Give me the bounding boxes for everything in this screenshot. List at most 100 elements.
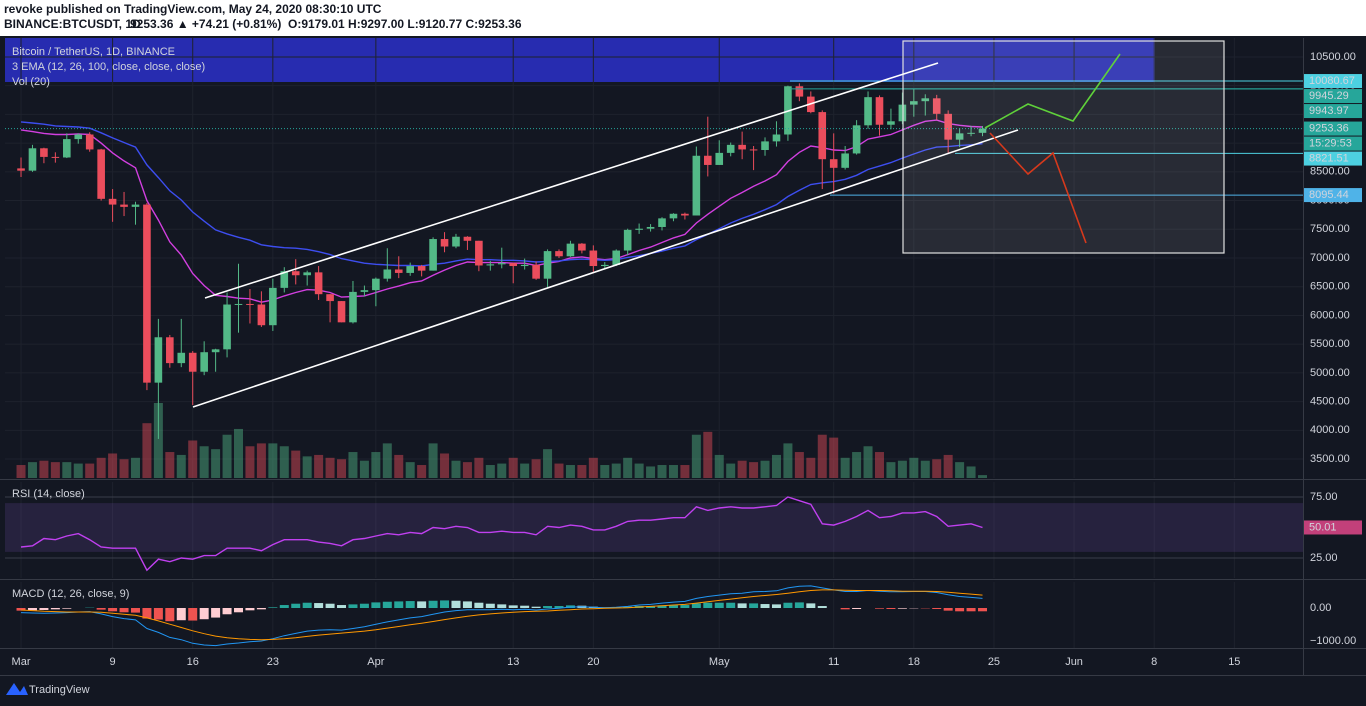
candle-body — [188, 352, 197, 372]
volume-bar — [394, 454, 404, 478]
candle-body — [200, 352, 208, 372]
bull-projection — [984, 53, 1121, 129]
y-tick-label: 6000.00 — [1310, 309, 1350, 321]
volume-label: Vol (20) — [12, 76, 50, 88]
y-tick-label: 4500.00 — [1310, 396, 1350, 408]
candle-body — [887, 121, 895, 125]
candle-body — [223, 304, 231, 350]
volume-bar — [39, 460, 49, 478]
candle-body — [772, 134, 781, 142]
macd-hist — [783, 602, 793, 609]
y-tick-label: 75.00 — [1310, 491, 1338, 503]
volume-bar — [176, 454, 186, 478]
macd-hist — [817, 606, 827, 609]
y-tick-label: 4000.00 — [1310, 424, 1350, 436]
volume-bar — [760, 460, 770, 478]
candle-body — [394, 269, 403, 273]
candle-body — [967, 132, 975, 134]
indicator-label: 3 EMA (12, 26, 100, close, close, close) — [12, 61, 205, 73]
x-tick-label: 15 — [1228, 656, 1240, 668]
volume-bar — [382, 443, 392, 478]
volume-bar — [783, 443, 793, 478]
bear-projection — [989, 132, 1087, 244]
candle-body — [932, 98, 941, 114]
x-tick-label: 23 — [267, 656, 279, 668]
candle-body — [372, 278, 380, 291]
macd-hist — [543, 606, 553, 609]
volume-bar — [73, 463, 83, 478]
volume-bar — [85, 463, 95, 478]
candle-body — [692, 155, 701, 216]
macd-hist — [451, 600, 461, 609]
volume-bar — [222, 434, 232, 478]
volume-bar — [852, 452, 862, 478]
macd-hist — [405, 601, 415, 609]
volume-bar — [874, 452, 884, 478]
macd-hist — [440, 600, 450, 609]
candle-body — [177, 352, 186, 364]
channel-lower — [192, 129, 1019, 408]
x-tick-label: 20 — [587, 656, 599, 668]
volume-bar — [611, 463, 621, 478]
volume-bar — [520, 463, 530, 478]
candle-body — [658, 218, 666, 227]
level-badge — [1304, 104, 1362, 119]
header-change: 9253.36 ▲ +74.21 (+0.81%) — [130, 17, 281, 31]
volume-bar — [508, 457, 518, 478]
candle-body — [349, 291, 357, 323]
candle-body — [681, 213, 689, 216]
candle-body — [108, 198, 117, 205]
candle-body — [475, 240, 483, 266]
brand[interactable]: TradingView — [6, 683, 90, 696]
volume-bar — [565, 465, 575, 478]
candle-body — [166, 337, 174, 364]
volume-bar — [279, 446, 289, 478]
x-tick-label: 13 — [507, 656, 519, 668]
candle-body — [74, 134, 83, 140]
volume-bar — [440, 453, 450, 478]
volume-bar — [314, 454, 324, 478]
candle-body — [269, 287, 277, 326]
candle-body — [406, 266, 414, 273]
macd-hist — [359, 603, 369, 609]
y-tick-label: 7000.00 — [1310, 252, 1350, 264]
macd-hist — [760, 604, 770, 609]
volume-bar — [531, 459, 541, 478]
macd-hist — [337, 605, 347, 609]
volume-bar — [943, 454, 953, 478]
macd-hist — [268, 607, 278, 609]
level-label: 9943.97 — [1309, 105, 1349, 117]
macd-hist — [199, 608, 209, 620]
candle-body — [291, 271, 300, 276]
volume-bar — [714, 454, 724, 478]
macd-hist — [497, 604, 507, 609]
candle-body — [463, 236, 472, 241]
volume-bar — [920, 460, 930, 478]
volume-bar — [211, 449, 221, 478]
macd-hist — [794, 602, 804, 609]
candle-body — [234, 303, 243, 305]
macd-hist — [302, 602, 312, 609]
x-tick-label: Mar — [12, 656, 31, 668]
level-label: 8095.44 — [1309, 189, 1349, 201]
volume-bar — [428, 443, 438, 478]
candle-body — [131, 204, 140, 207]
macd-hist — [382, 601, 392, 609]
macd-hist — [279, 605, 289, 609]
volume-bar — [325, 457, 335, 478]
volume-bar — [554, 463, 564, 478]
macd-hist — [39, 608, 49, 610]
macd-hist — [886, 608, 896, 609]
macd-hist — [771, 604, 781, 609]
header-ohlc: O:9179.01 H:9297.00 L:9120.77 C:9253.36 — [288, 17, 522, 31]
volume-bar — [737, 460, 747, 478]
volume-bar — [337, 459, 347, 478]
under-layer — [5, 38, 1303, 648]
candle-body — [955, 133, 964, 140]
volume-bar — [680, 465, 690, 478]
volume-bar — [108, 453, 118, 478]
level-label: 9253.36 — [1309, 122, 1349, 134]
macd-hist — [726, 602, 736, 609]
volume-bar — [268, 443, 278, 478]
candle-body — [497, 263, 506, 265]
